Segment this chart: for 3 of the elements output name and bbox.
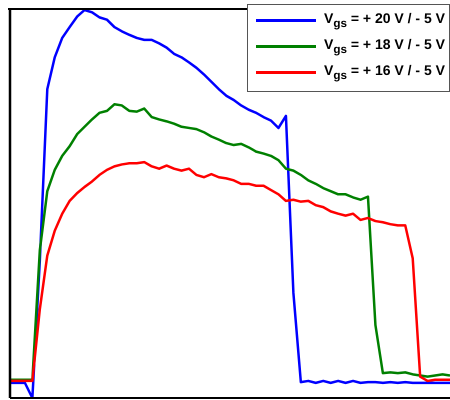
legend-label: V$_{gs}$ = + 18 V / - 5 V bbox=[324, 36, 445, 56]
legend-label: V$_{gs}$ = + 20 V / - 5 V bbox=[324, 10, 445, 30]
legend-label: V$_{gs}$ = + 16 V / - 5 V bbox=[324, 62, 445, 82]
